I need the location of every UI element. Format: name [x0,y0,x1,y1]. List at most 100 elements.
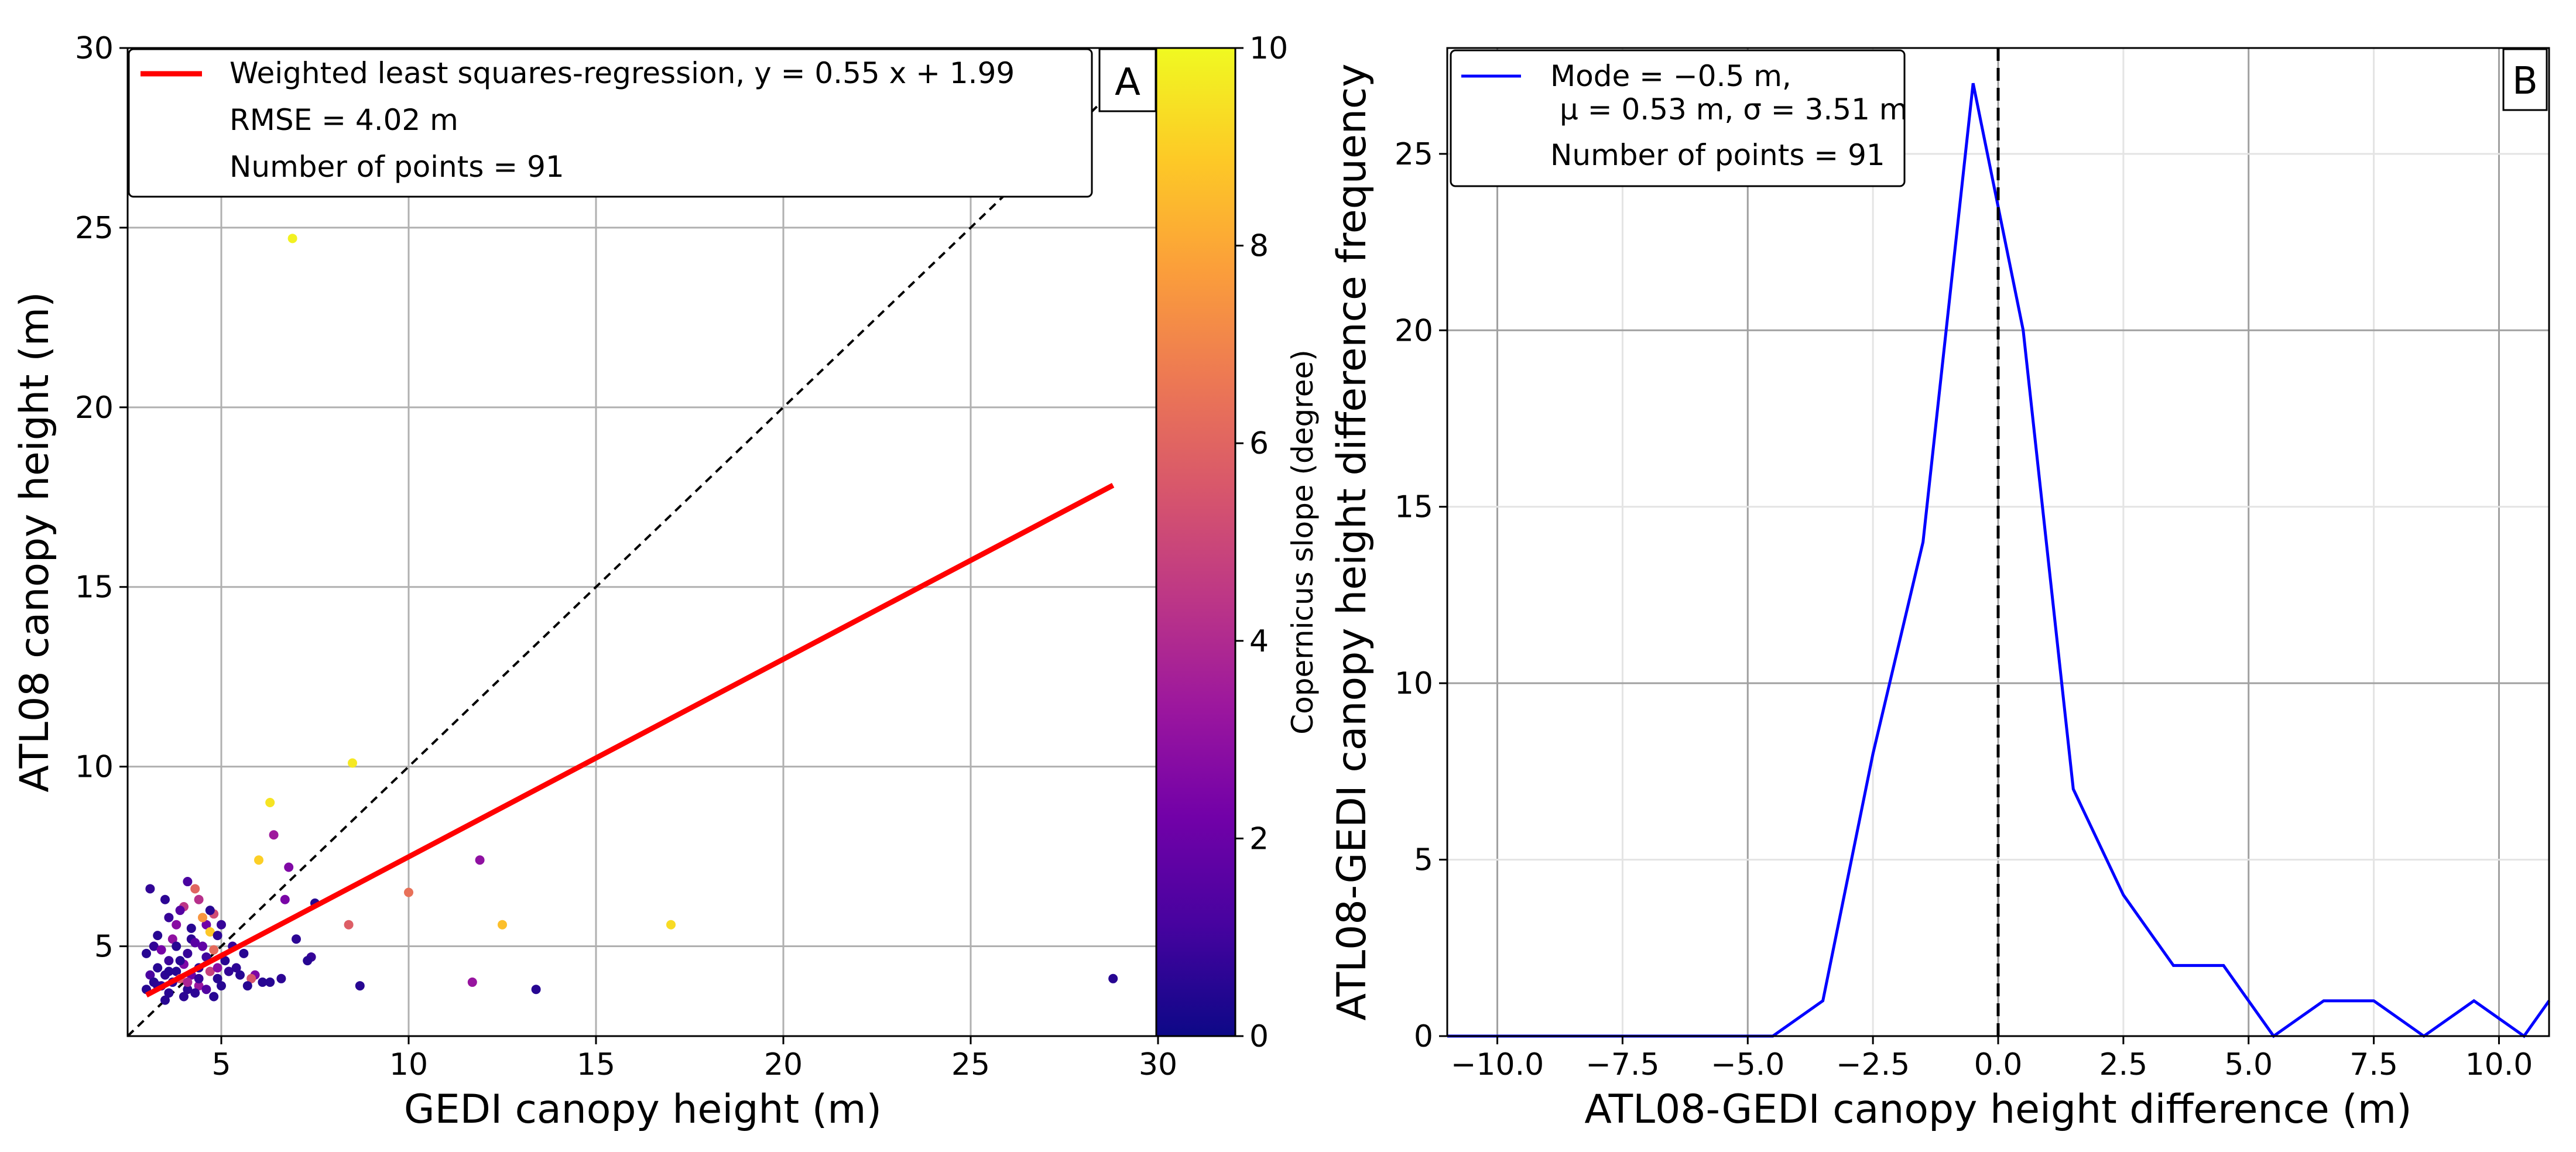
panel-a-legend-regression-label: Weighted least squares-regression, y = 0… [229,56,1015,90]
panel-a-y-tick-label: 30 [75,31,114,66]
scatter-point [183,977,193,987]
panel-b-y-tick-label: 10 [1395,666,1433,701]
scatter-point [175,956,185,966]
panel-b-x-tick-label: −5.0 [1711,1047,1784,1082]
panel-b-legend-box [1450,49,1906,187]
colorbar [1155,47,1236,1037]
panel-a-y-tick-label: 20 [75,390,114,426]
panel-b-x-tick-label: 2.5 [2099,1047,2148,1082]
scatter-point [160,894,170,904]
panel-b-y-tick-label: 20 [1395,313,1433,348]
scatter-point [205,966,215,976]
scatter-point [201,985,211,995]
scatter-point [153,931,163,941]
scatter-point [213,963,222,973]
scatter-point [175,906,185,916]
panel-b-y-tick-label: 5 [1414,843,1433,878]
panel-b-legend-mode: Mode = −0.5 m, [1550,59,1791,93]
scatter-point [265,798,275,808]
colorbar-tick-label: 2 [1249,821,1269,856]
scatter-point [172,966,181,976]
panel-b-frequency-line [1447,83,2551,1038]
scatter-point [194,981,204,991]
panel-b-y-tick-label: 25 [1395,137,1433,172]
scatter-point [235,970,245,980]
colorbar-label: Copernicus slope (degree) [1286,349,1320,735]
scatter-point [303,956,313,966]
panel-b-y-tick-label: 0 [1414,1019,1433,1054]
colorbar-tick-label: 4 [1249,624,1269,659]
scatter-point [355,981,365,991]
scatter-point [190,988,200,998]
panel-b-y-axis-label: ATL08-GEDI canopy height difference freq… [1329,63,1375,1020]
scatter-point [164,913,174,923]
panel-b-y-tick-label: 15 [1395,490,1433,525]
scatter-point [467,977,477,987]
panel-a-x-tick-label: 25 [951,1047,990,1082]
scatter-point [217,981,226,991]
panel-a-y-tick-label: 10 [75,750,114,785]
scatter-point [153,963,163,973]
scatter-point [194,894,204,904]
colorbar-ticks: 0 2 4 6 8 10 [1235,31,1288,1054]
scatter-point [183,877,193,887]
panel-b-label: B [2512,60,2538,103]
scatter-point [198,913,207,923]
colorbar-tick-label: 0 [1249,1019,1269,1054]
panel-a-label: A [1115,61,1140,104]
scatter-point [172,941,181,951]
panel-b-label-box [2502,48,2548,111]
scatter-point [156,945,166,955]
scatter-point [220,956,230,966]
scatter-point [142,948,151,958]
scatter-point [239,948,249,958]
panel-b-ticks: −10.0 −7.5 −5.0 −2.5 0.0 2.5 5.0 7.5 10.0 0 5 10 15 2… [1395,137,2533,1082]
panel-b-x-tick-label: 0.0 [1974,1047,2023,1082]
scatter-point [284,862,294,872]
scatter-point [183,948,193,958]
panel-a-legend-box [128,48,1093,198]
scatter-point [179,992,189,1002]
panel-a-gridlines [128,47,1159,1036]
scatter-point [224,966,234,976]
scatter-point [246,973,256,983]
panel-a-plot-area [128,48,1158,1036]
scatter-point [475,855,485,865]
panel-b-legend-count: Number of points = 91 [1550,138,1885,172]
panel-a-regression-line [145,483,1115,998]
panel-a-ticks: 5 10 15 20 25 30 5 10 15 20 25 30 [75,31,1177,1082]
panel-b-x-tick-label: 5.0 [2224,1047,2273,1082]
panel-b-x-tick-label: −7.5 [1585,1047,1659,1082]
scatter-point [258,977,268,987]
panel-a-x-tick-label: 20 [764,1047,803,1082]
panel-b-x-tick-label: −10.0 [1451,1047,1544,1082]
scatter-point [209,945,219,955]
scatter-point [242,981,252,991]
scatter-point [186,923,196,933]
scatter-point [160,995,170,1005]
scatter-point [145,970,155,980]
scatter-point [213,931,222,941]
panel-a-x-tick-label: 10 [389,1047,428,1082]
scatter-point [194,973,204,983]
scatter-point [172,920,181,930]
scatter-point [164,966,174,976]
colorbar-tick-label: 10 [1249,31,1288,66]
scatter-point [531,985,541,995]
panel-b-histogram-line: −10.0 −7.5 −5.0 −2.5 0.0 2.5 5.0 7.5 10.0 0 5 10 15 2… [1329,47,2551,1133]
panel-a-legend-count: Number of points = 91 [229,150,564,184]
scatter-point [190,938,200,948]
panel-a-x-axis-label: GEDI canopy height (m) [404,1086,882,1133]
panel-a-x-tick-label: 5 [211,1047,231,1082]
panel-a-y-tick-label: 5 [94,930,114,965]
panel-b-legend: Mode = −0.5 m, μ = 0.53 m, σ = 3.51 m Nu… [1450,49,1908,187]
scatter-point [190,884,200,894]
scatter-point [145,884,155,894]
scatter-point [344,920,354,930]
scatter-point [348,758,357,768]
scatter-point [498,920,507,930]
panel-a-y-tick-label: 25 [75,211,114,246]
panel-a-y-tick-label: 15 [75,570,114,605]
